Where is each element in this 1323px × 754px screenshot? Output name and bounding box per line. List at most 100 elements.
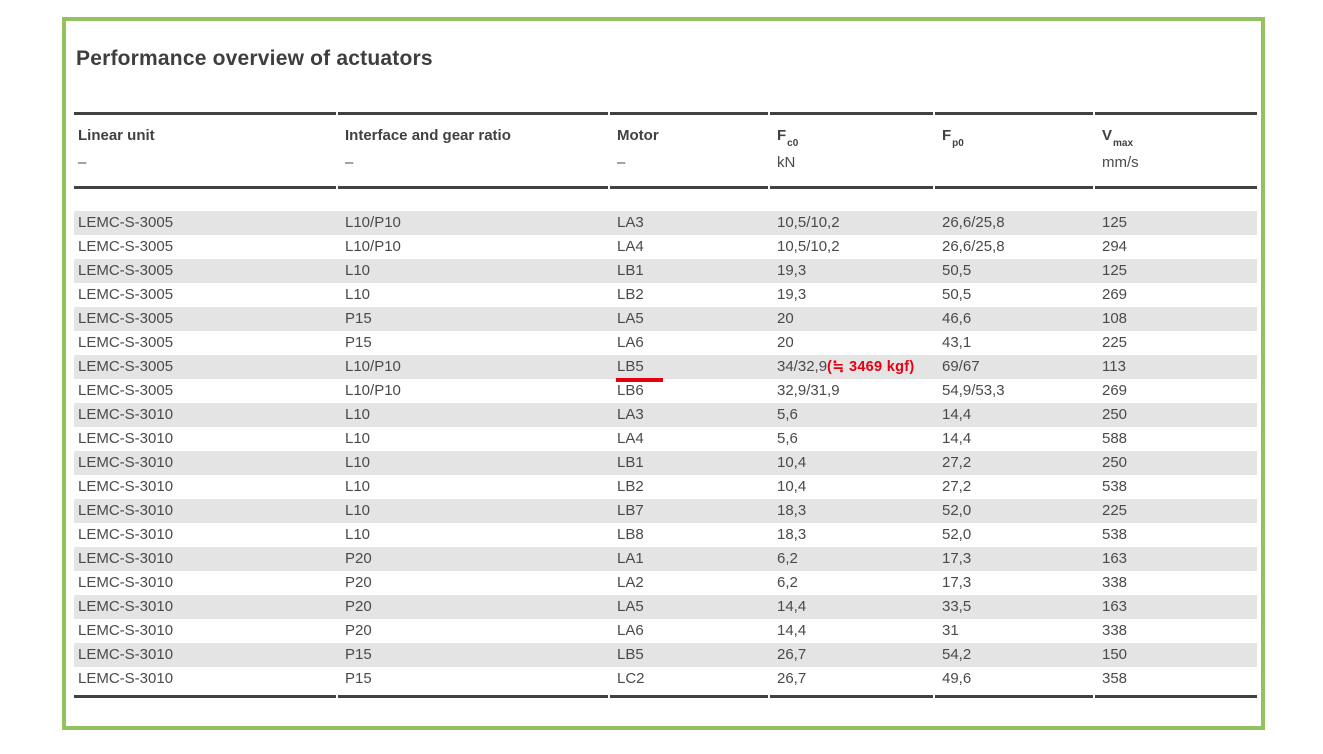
column-label: Linear unit <box>78 127 155 144</box>
table-cell: L10 <box>338 451 610 475</box>
table-row: LEMC-S-3005 P15 LA6 20 43,1 225 <box>74 331 1257 355</box>
cell-value: 46,6 <box>942 310 972 327</box>
cell-value: 26,6/25,8 <box>942 214 1005 231</box>
table-row: LEMC-S-3010 L10 LA3 5,6 14,4 250 <box>74 403 1257 427</box>
table-cell: 225 <box>1095 331 1257 355</box>
table-cell: P15 <box>338 307 610 331</box>
cell-value: LEMC-S-3010 <box>78 598 174 615</box>
cell-value: 50,5 <box>942 286 972 303</box>
table-cell: LEMC-S-3010 <box>74 547 338 571</box>
column-unit: – <box>78 154 87 171</box>
table-cell: LEMC-S-3010 <box>74 667 338 691</box>
rule-segment <box>74 695 338 698</box>
table-cell: 32,9/31,9 <box>770 379 935 403</box>
table-cell: 10,4 <box>770 451 935 475</box>
table-cell: LB5 <box>610 643 770 667</box>
column-unit <box>942 154 1095 172</box>
cell-value: LEMC-S-3005 <box>78 310 174 327</box>
table-row: LEMC-S-3005 L10/P10 LB5 34/32,9(≒ 3469 kgf)… <box>74 355 1257 382</box>
table-cell: LEMC-S-3010 <box>74 595 338 619</box>
cell-value: P20 <box>345 622 372 639</box>
table-cell: LEMC-S-3010 <box>74 499 338 523</box>
panel-content: Performance overview of actuators Linear… <box>74 21 1257 698</box>
cell-value: L10 <box>345 454 371 471</box>
cell-value: 10,5/10,2 <box>777 238 840 255</box>
cell-value: 14,4 <box>777 598 807 615</box>
table-cell: 269 <box>1095 283 1257 307</box>
cell-value: L10 <box>345 262 371 279</box>
rule-segment <box>338 695 610 698</box>
cell-value: 34/32,9 <box>777 358 828 375</box>
cell-value: 163 <box>1102 550 1128 567</box>
table-cell: L10 <box>338 475 610 499</box>
table-cell: 50,5 <box>935 283 1095 307</box>
cell-value: 10,4 <box>777 478 807 495</box>
table-cell: LA5 <box>610 595 770 619</box>
cell-value: LEMC-S-3010 <box>78 670 174 687</box>
table-row: LEMC-S-3010 L10 LA4 5,6 14,4 588 <box>74 427 1257 451</box>
table-cell: LEMC-S-3005 <box>74 259 338 283</box>
red-underline-marker <box>616 378 663 382</box>
table-cell: 27,2 <box>935 475 1095 499</box>
table-cell: 19,3 <box>770 283 935 307</box>
table-cell: LA1 <box>610 547 770 571</box>
cell-value: 358 <box>1102 670 1128 687</box>
table-cell: 225 <box>1095 499 1257 523</box>
table-cell: L10/P10 <box>338 211 610 235</box>
cell-value: 26,7 <box>777 670 807 687</box>
cell-value: 19,3 <box>777 262 807 279</box>
table-cell: LEMC-S-3005 <box>74 355 338 379</box>
table-cell: 26,7 <box>770 643 935 667</box>
cell-value: LB5 <box>617 358 644 375</box>
table-bottom-rule <box>74 695 1257 698</box>
cell-value: LEMC-S-3010 <box>78 646 174 663</box>
cell-value: LEMC-S-3005 <box>78 238 174 255</box>
table-row: LEMC-S-3005 P15 LA5 20 46,6 108 <box>74 307 1257 331</box>
cell-value: L10/P10 <box>345 214 401 231</box>
column-label: Fc0 <box>777 127 799 149</box>
table-cell: 10,5/10,2 <box>770 211 935 235</box>
cell-value: 6,2 <box>777 574 798 591</box>
table-cell: L10/P10 <box>338 235 610 259</box>
cell-value: 294 <box>1102 238 1128 255</box>
cell-value: 20 <box>777 334 794 351</box>
table-cell: 338 <box>1095 619 1257 643</box>
table-cell: 18,3 <box>770 499 935 523</box>
column-header-interface-gear-ratio: Interface and gear ratio – <box>338 127 610 172</box>
table-cell: 538 <box>1095 475 1257 499</box>
cell-value: 225 <box>1102 502 1128 519</box>
table-cell: P15 <box>338 643 610 667</box>
table-cell: P20 <box>338 619 610 643</box>
cell-value: 113 <box>1102 358 1126 375</box>
table-cell: 588 <box>1095 427 1257 451</box>
table-cell: 5,6 <box>770 427 935 451</box>
cell-value: LB2 <box>617 478 644 495</box>
table-cell: 250 <box>1095 403 1257 427</box>
table-cell: LA4 <box>610 235 770 259</box>
rule-segment <box>935 112 1095 115</box>
cell-value: 5,6 <box>777 430 798 447</box>
table-cell: 18,3 <box>770 523 935 547</box>
cell-value: LA2 <box>617 574 644 591</box>
table-cell: 52,0 <box>935 499 1095 523</box>
cell-value: 338 <box>1102 622 1128 639</box>
table-cell: 27,2 <box>935 451 1095 475</box>
cell-value: P15 <box>345 310 372 327</box>
red-annotation-kgf: (≒ 3469 kgf) <box>827 359 915 375</box>
cell-value: 26,7 <box>777 646 807 663</box>
table-cell: LEMC-S-3010 <box>74 523 338 547</box>
cell-value: LA3 <box>617 406 644 423</box>
cell-value: 18,3 <box>777 502 807 519</box>
table-row: LEMC-S-3010 P15 LC2 26,7 49,6 358 <box>74 667 1257 691</box>
cell-value: LEMC-S-3005 <box>78 214 174 231</box>
rule-segment <box>338 112 610 115</box>
cell-value: 125 <box>1102 214 1128 231</box>
cell-value: 125 <box>1102 262 1128 279</box>
table-cell: 20 <box>770 307 935 331</box>
table-cell: LEMC-S-3010 <box>74 643 338 667</box>
table-cell: 26,6/25,8 <box>935 211 1095 235</box>
cell-value: LA3 <box>617 214 644 231</box>
table-cell: 538 <box>1095 523 1257 547</box>
table-cell: 26,6/25,8 <box>935 235 1095 259</box>
table-cell: LEMC-S-3010 <box>74 571 338 595</box>
